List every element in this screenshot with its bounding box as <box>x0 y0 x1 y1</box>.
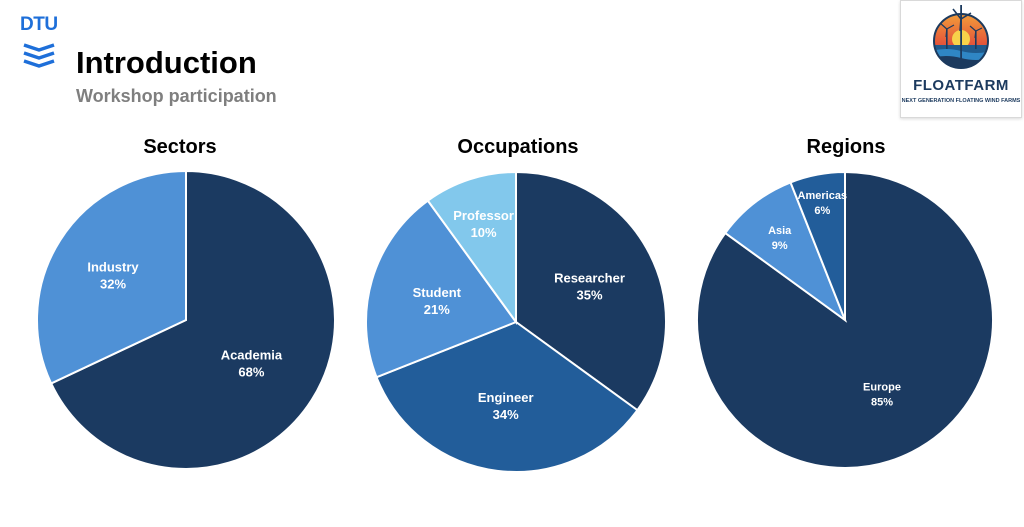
slice-label-industry: Industry <box>87 260 139 275</box>
slice-value-professor: 10% <box>471 225 497 240</box>
slice-label-academia: Academia <box>221 348 283 363</box>
slice-label-asia: Asia <box>768 225 792 237</box>
page-title: Introduction <box>76 45 257 80</box>
slice-value-student: 21% <box>424 302 450 317</box>
dtu-logo-text: DTU <box>20 14 58 35</box>
floatfarm-emblem-icon <box>933 5 989 69</box>
floatfarm-logo: FLOATFARM NEXT GENERATION FLOATING WIND … <box>900 0 1022 118</box>
pie-slice-asia <box>723 181 848 323</box>
chart-title-occupations: Occupations <box>457 136 579 158</box>
pie-slice-academia <box>49 169 336 470</box>
floatfarm-name: FLOATFARM <box>913 77 1009 94</box>
chart-title-sectors: Sectors <box>143 136 217 158</box>
slice-label-professor: Professor <box>453 208 514 223</box>
slice-value-academia: 68% <box>238 365 264 380</box>
page-subtitle: Workshop participation <box>76 86 277 106</box>
slice-label-europe: Europe <box>863 382 901 394</box>
pie-slice-americas <box>789 170 846 321</box>
pie-slice-researcher <box>515 170 667 412</box>
slice-value-asia: 9% <box>772 240 788 252</box>
slice-value-researcher: 35% <box>576 288 602 303</box>
dtu-logo: DTU <box>20 14 60 72</box>
pie-slice-industry <box>36 169 187 385</box>
slice-value-industry: 32% <box>100 277 126 292</box>
dtu-waves-icon <box>23 43 55 68</box>
slice-label-researcher: Researcher <box>554 271 625 286</box>
slice-label-engineer: Engineer <box>478 390 534 405</box>
slice-value-europe: 85% <box>871 397 893 409</box>
slice-value-engineer: 34% <box>493 407 519 422</box>
pie-slice-professor <box>426 170 517 326</box>
slice-label-student: Student <box>413 285 462 300</box>
floatfarm-tagline: NEXT GENERATION FLOATING WIND FARMS <box>901 98 1021 104</box>
pie-slice-engineer <box>375 320 639 473</box>
pie-slice-student <box>365 199 518 379</box>
slice-label-americas: Americas <box>798 190 848 202</box>
slice-value-americas: 6% <box>814 205 830 217</box>
chart-title-regions: Regions <box>806 136 886 158</box>
